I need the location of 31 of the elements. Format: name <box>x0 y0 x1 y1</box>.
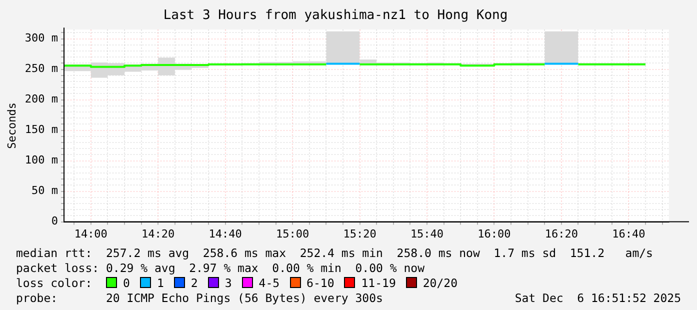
x-tick-label: 14:20 <box>142 227 175 240</box>
legend-label: 20/20 <box>422 276 458 290</box>
legend-label: 6-10 <box>306 276 334 290</box>
legend-label: 3 <box>224 276 232 290</box>
legend-label: 2 <box>190 276 198 290</box>
legend-label: 1 <box>156 276 164 290</box>
text: Sat Dec 6 16:51:52 2025 <box>514 291 681 305</box>
x-tick-label: 16:40 <box>612 227 646 240</box>
x-tick-label: 14:00 <box>74 227 108 240</box>
legend-label: 4-5 <box>258 276 280 290</box>
x-tick-label: 15:40 <box>410 227 444 240</box>
y-tick-label: 200 m <box>24 92 58 106</box>
legend-label: 0 <box>123 276 130 290</box>
text: median rtt: 257.2 ms avg 258.6 ms max 252.4 ms min 258.0 ms now 1.7 ms sd 151.2 am/s <box>16 246 653 260</box>
y-tick-label: 0 <box>51 214 58 228</box>
y-tick-label: 150 m <box>24 123 58 136</box>
y-tick-label: 300 m <box>24 32 58 45</box>
y-tick-label: 250 m <box>24 62 58 76</box>
chart-title: Last 3 Hours from yakushima-nz1 to Hong Kong <box>163 8 508 24</box>
y-tick-label: 100 m <box>24 154 58 167</box>
text: packet loss: 0.29 % avg 2.97 % max 0.00 % min 0.00 % now <box>16 261 424 275</box>
x-tick-label: 14:40 <box>208 227 242 240</box>
legend-label: 11-19 <box>361 276 396 290</box>
legend-title: loss color: <box>16 276 94 290</box>
x-tick-label: 15:20 <box>343 227 376 240</box>
x-tick-label: 16:20 <box>544 227 578 240</box>
y-tick-label: 50 m <box>32 184 58 198</box>
x-tick-label: 16:00 <box>478 227 511 240</box>
x-tick-label: 15:00 <box>276 227 310 240</box>
text: probe: 20 ICMP Echo Pings (56 Bytes) every 300s <box>16 291 383 305</box>
y-axis-title: Seconds <box>5 102 18 149</box>
